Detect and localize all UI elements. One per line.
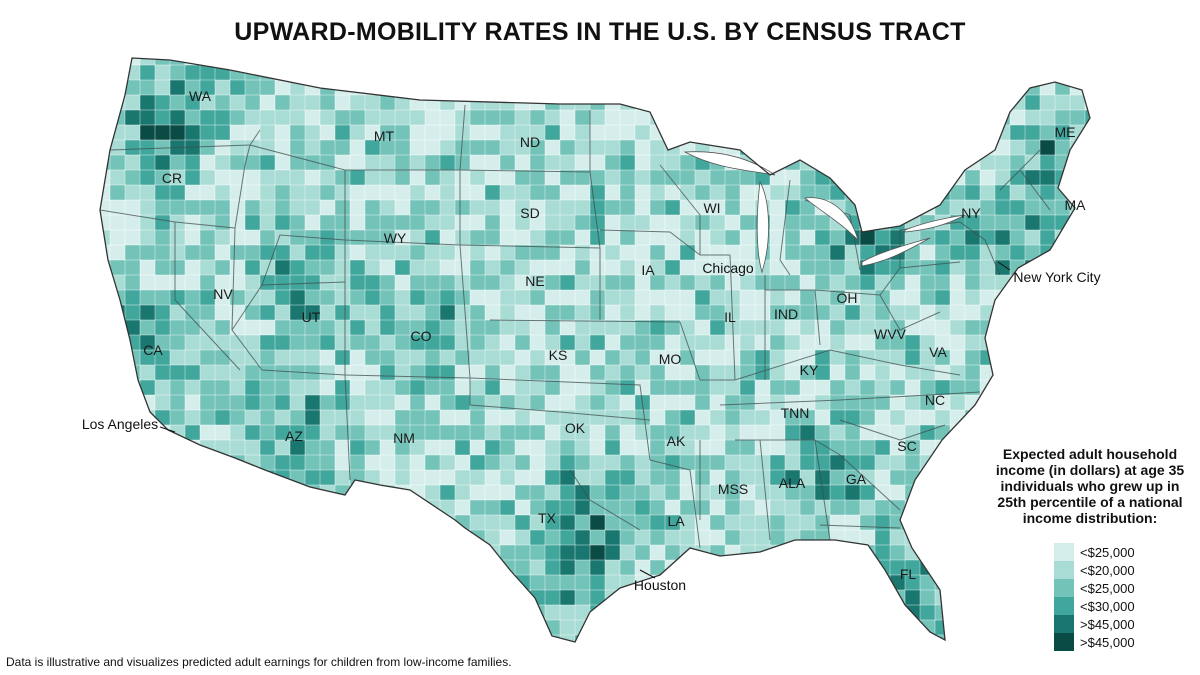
state-label-ma: MA — [1065, 197, 1087, 213]
state-label-ok: OK — [565, 420, 586, 436]
legend-swatch — [1054, 615, 1074, 633]
state-label-ga: GA — [846, 471, 867, 487]
state-label-ne: NE — [525, 273, 544, 289]
legend-label: <$30,000 — [1080, 598, 1135, 614]
legend-swatch — [1054, 543, 1074, 561]
state-label-nv: NV — [213, 286, 233, 302]
legend-label: <$25,000 — [1080, 544, 1135, 560]
legend-swatch — [1054, 561, 1074, 579]
state-label-fl: FL — [900, 566, 917, 582]
state-label-ak: AK — [667, 433, 686, 449]
state-label-wi: WI — [703, 200, 720, 216]
city-markers: Los Angeles Chicago New York City Housto… — [82, 260, 1101, 593]
state-label-me: ME — [1055, 124, 1076, 140]
legend-item: <$25,000 — [1054, 543, 1135, 561]
state-label-co: CO — [411, 328, 432, 344]
state-label-ut: UT — [302, 309, 321, 325]
legend-swatch — [1054, 579, 1074, 597]
legend-title: Expected adult household income (in doll… — [995, 446, 1185, 526]
city-label-chicago: Chicago — [702, 260, 754, 276]
city-label-houston: Houston — [634, 577, 686, 593]
state-label-ia: IA — [641, 262, 655, 278]
state-label-nc: NC — [925, 392, 945, 408]
legend-label: >$45,000 — [1080, 634, 1135, 650]
state-label-ca: CA — [143, 342, 163, 358]
state-label-tn: TNN — [781, 405, 810, 421]
state-label-il: IL — [724, 309, 736, 325]
state-label-nm: NM — [393, 430, 415, 446]
city-label-new-york-city: New York City — [1013, 269, 1100, 285]
state-label-tx: TX — [538, 510, 557, 526]
state-label-va: VA — [929, 344, 947, 360]
legend-label: >$45,000 — [1080, 616, 1135, 632]
state-label-in: IND — [774, 306, 798, 322]
state-labels: WA CR CA NV MT WY UT CO AZ NM ND SD NE K… — [143, 88, 1086, 582]
state-label-mt: MT — [374, 128, 395, 144]
state-label-ky: KY — [800, 362, 819, 378]
state-label-ms: MSS — [718, 481, 748, 497]
state-label-oh: OH — [837, 290, 858, 306]
state-label-ks: KS — [549, 347, 568, 363]
footnote: Data is illustrative and visualizes pred… — [6, 655, 512, 669]
legend-item: <$25,000 — [1054, 579, 1135, 597]
state-label-az: AZ — [285, 428, 303, 444]
great-lakes — [683, 151, 966, 274]
legend-item: >$45,000 — [1054, 615, 1135, 633]
state-label-wa: WA — [189, 88, 212, 104]
state-label-la: LA — [667, 513, 685, 529]
legend-label: <$25,000 — [1080, 580, 1135, 596]
city-label-los-angeles: Los Angeles — [82, 416, 158, 432]
state-label-wv: WVV — [874, 326, 907, 342]
legend-item: <$20,000 — [1054, 561, 1135, 579]
state-label-mo: MO — [659, 351, 682, 367]
legend-swatch — [1054, 633, 1074, 651]
legend-label: <$20,000 — [1080, 562, 1135, 578]
legend: <$25,000 <$20,000 <$25,000 <$30,000 >$45… — [1054, 543, 1135, 651]
state-label-al: ALA — [779, 475, 806, 491]
map-title: UPWARD-MOBILITY RATES IN THE U.S. BY CEN… — [234, 18, 966, 46]
legend-swatch — [1054, 597, 1074, 615]
state-label-nd: ND — [520, 134, 540, 150]
state-label-ny: NY — [961, 205, 981, 221]
state-label-sd: SD — [520, 205, 539, 221]
legend-item: >$45,000 — [1054, 633, 1135, 651]
state-label-or: CR — [162, 170, 182, 186]
state-label-wy: WY — [384, 230, 407, 246]
legend-item: <$30,000 — [1054, 597, 1135, 615]
state-label-sc: SC — [897, 438, 916, 454]
